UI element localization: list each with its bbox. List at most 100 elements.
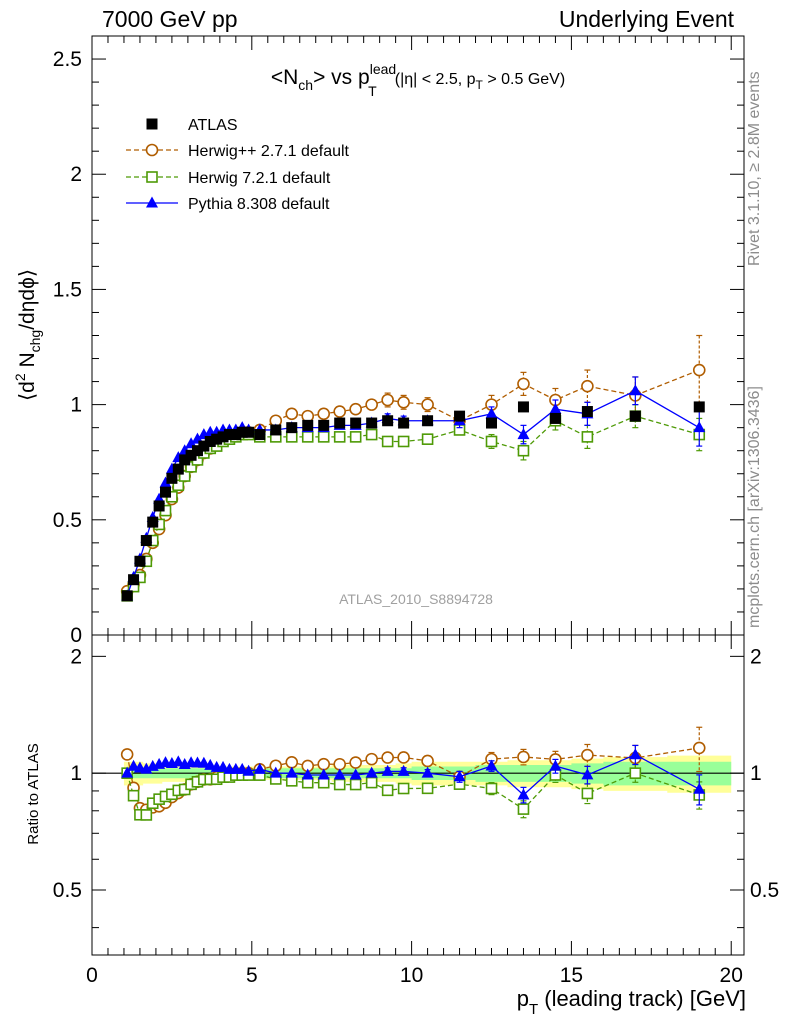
data-point <box>153 500 165 512</box>
legend-label: Herwig 7.2.1 default <box>188 170 331 187</box>
ratio-data-point <box>549 759 562 771</box>
ratio-data-point <box>333 757 346 771</box>
data-point <box>191 445 203 457</box>
data-point <box>382 415 394 427</box>
ratio-data-point <box>397 751 410 764</box>
data-point <box>517 428 530 440</box>
ratio-data-point <box>242 764 255 776</box>
ratio-data-point <box>269 766 282 778</box>
data-point <box>334 417 346 429</box>
data-point <box>517 444 530 457</box>
ratio-y-tick-label: 0.5 <box>53 879 82 902</box>
ratio-series-group <box>120 726 706 821</box>
ratio-data-point <box>253 762 266 774</box>
ratio-data-point <box>581 748 594 762</box>
analysis-label: ATLAS_2010_S8894728 <box>339 591 493 607</box>
chart-title: <Nch> vs plead T(|η| < 2.5, pT > 0.5 GeV) <box>271 61 565 99</box>
data-point <box>349 402 362 416</box>
data-point <box>198 440 210 452</box>
data-point <box>581 431 594 443</box>
ratio-data-point <box>301 768 314 780</box>
legend-entry: Herwig++ 2.7.1 default <box>126 143 350 160</box>
ratio-data-point <box>285 766 298 778</box>
data-point <box>365 428 378 441</box>
legend-marker <box>146 171 158 183</box>
ratio-y-tick-label-right: 1 <box>750 762 762 785</box>
ratio-data-point <box>121 766 134 778</box>
ratio-data-point <box>485 782 498 795</box>
ratio-y-tick-label-right: 2 <box>750 645 762 668</box>
legend-entry: Pythia 8.308 default <box>126 196 330 213</box>
series-pythia-8-308-default <box>121 376 706 601</box>
ratio-data-point <box>333 778 346 791</box>
data-point <box>693 401 705 413</box>
data-point <box>422 415 434 427</box>
y-tick-label: 0 <box>70 624 82 647</box>
series-atlas <box>121 401 705 602</box>
y-tick-label: 1 <box>70 394 82 417</box>
data-point <box>185 449 197 461</box>
data-point <box>366 417 378 429</box>
ratio-data-point <box>285 755 299 769</box>
data-point <box>172 463 184 475</box>
ratio-data-point <box>517 750 530 764</box>
data-point <box>629 410 641 422</box>
ratio-data-point <box>629 748 642 760</box>
ratio-data-point <box>333 768 346 780</box>
ratio-y-axis-label: Ratio to ATLAS <box>25 743 42 844</box>
ratio-data-point <box>172 755 185 767</box>
ratio-data-point <box>120 748 134 761</box>
ratio-y-tick-label: 2 <box>70 645 82 668</box>
data-point <box>692 363 706 377</box>
data-point <box>270 424 282 436</box>
ratio-data-point <box>317 757 331 771</box>
data-point <box>204 435 216 447</box>
legend-label: Pythia 8.308 default <box>188 196 330 213</box>
data-point <box>421 433 434 445</box>
axis-ticks <box>91 35 744 955</box>
x-tick-label: 15 <box>560 964 583 987</box>
ratio-data-point <box>349 768 362 780</box>
data-point <box>134 555 146 567</box>
y-tick-label: 2 <box>70 163 82 186</box>
data-point <box>485 407 498 419</box>
data-point <box>381 393 394 407</box>
data-point <box>166 472 178 484</box>
ratio-data-point <box>581 787 594 800</box>
data-point <box>397 435 410 448</box>
ratio-data-point <box>381 784 394 797</box>
series-line <box>126 369 700 592</box>
data-point <box>549 402 562 414</box>
data-point <box>217 431 229 443</box>
ratio-data-point <box>581 768 594 780</box>
y-tick-label: 1.5 <box>53 278 82 301</box>
ratio-data-point <box>629 767 642 779</box>
data-point <box>317 431 330 443</box>
data-point <box>285 431 298 443</box>
ratio-data-point <box>397 782 410 795</box>
data-point <box>397 396 410 409</box>
data-point <box>302 419 314 431</box>
ratio-data-point <box>317 768 330 780</box>
legend: ATLAS Herwig++ 2.7.1 default Herwig 7.2.1 … <box>126 117 350 213</box>
ratio-data-point <box>197 756 210 768</box>
data-point <box>159 476 172 488</box>
ratio-data-point <box>693 782 706 794</box>
ratio-data-point <box>381 764 394 776</box>
data-point <box>285 407 299 421</box>
data-point <box>178 470 191 482</box>
ratio-plot-frame <box>91 634 745 956</box>
legend-marker <box>146 196 158 208</box>
ratio-data-point <box>485 759 498 771</box>
ratio-data-point <box>692 741 706 755</box>
data-point <box>349 431 362 443</box>
legend-entry: Herwig 7.2.1 default <box>126 170 331 187</box>
ratio-data-point <box>140 809 153 821</box>
data-point <box>211 433 223 445</box>
data-point <box>693 421 706 433</box>
data-point <box>121 590 133 602</box>
data-point <box>318 419 330 431</box>
legend-label: Herwig++ 2.7.1 default <box>188 143 350 160</box>
ratio-data-point <box>517 803 530 815</box>
